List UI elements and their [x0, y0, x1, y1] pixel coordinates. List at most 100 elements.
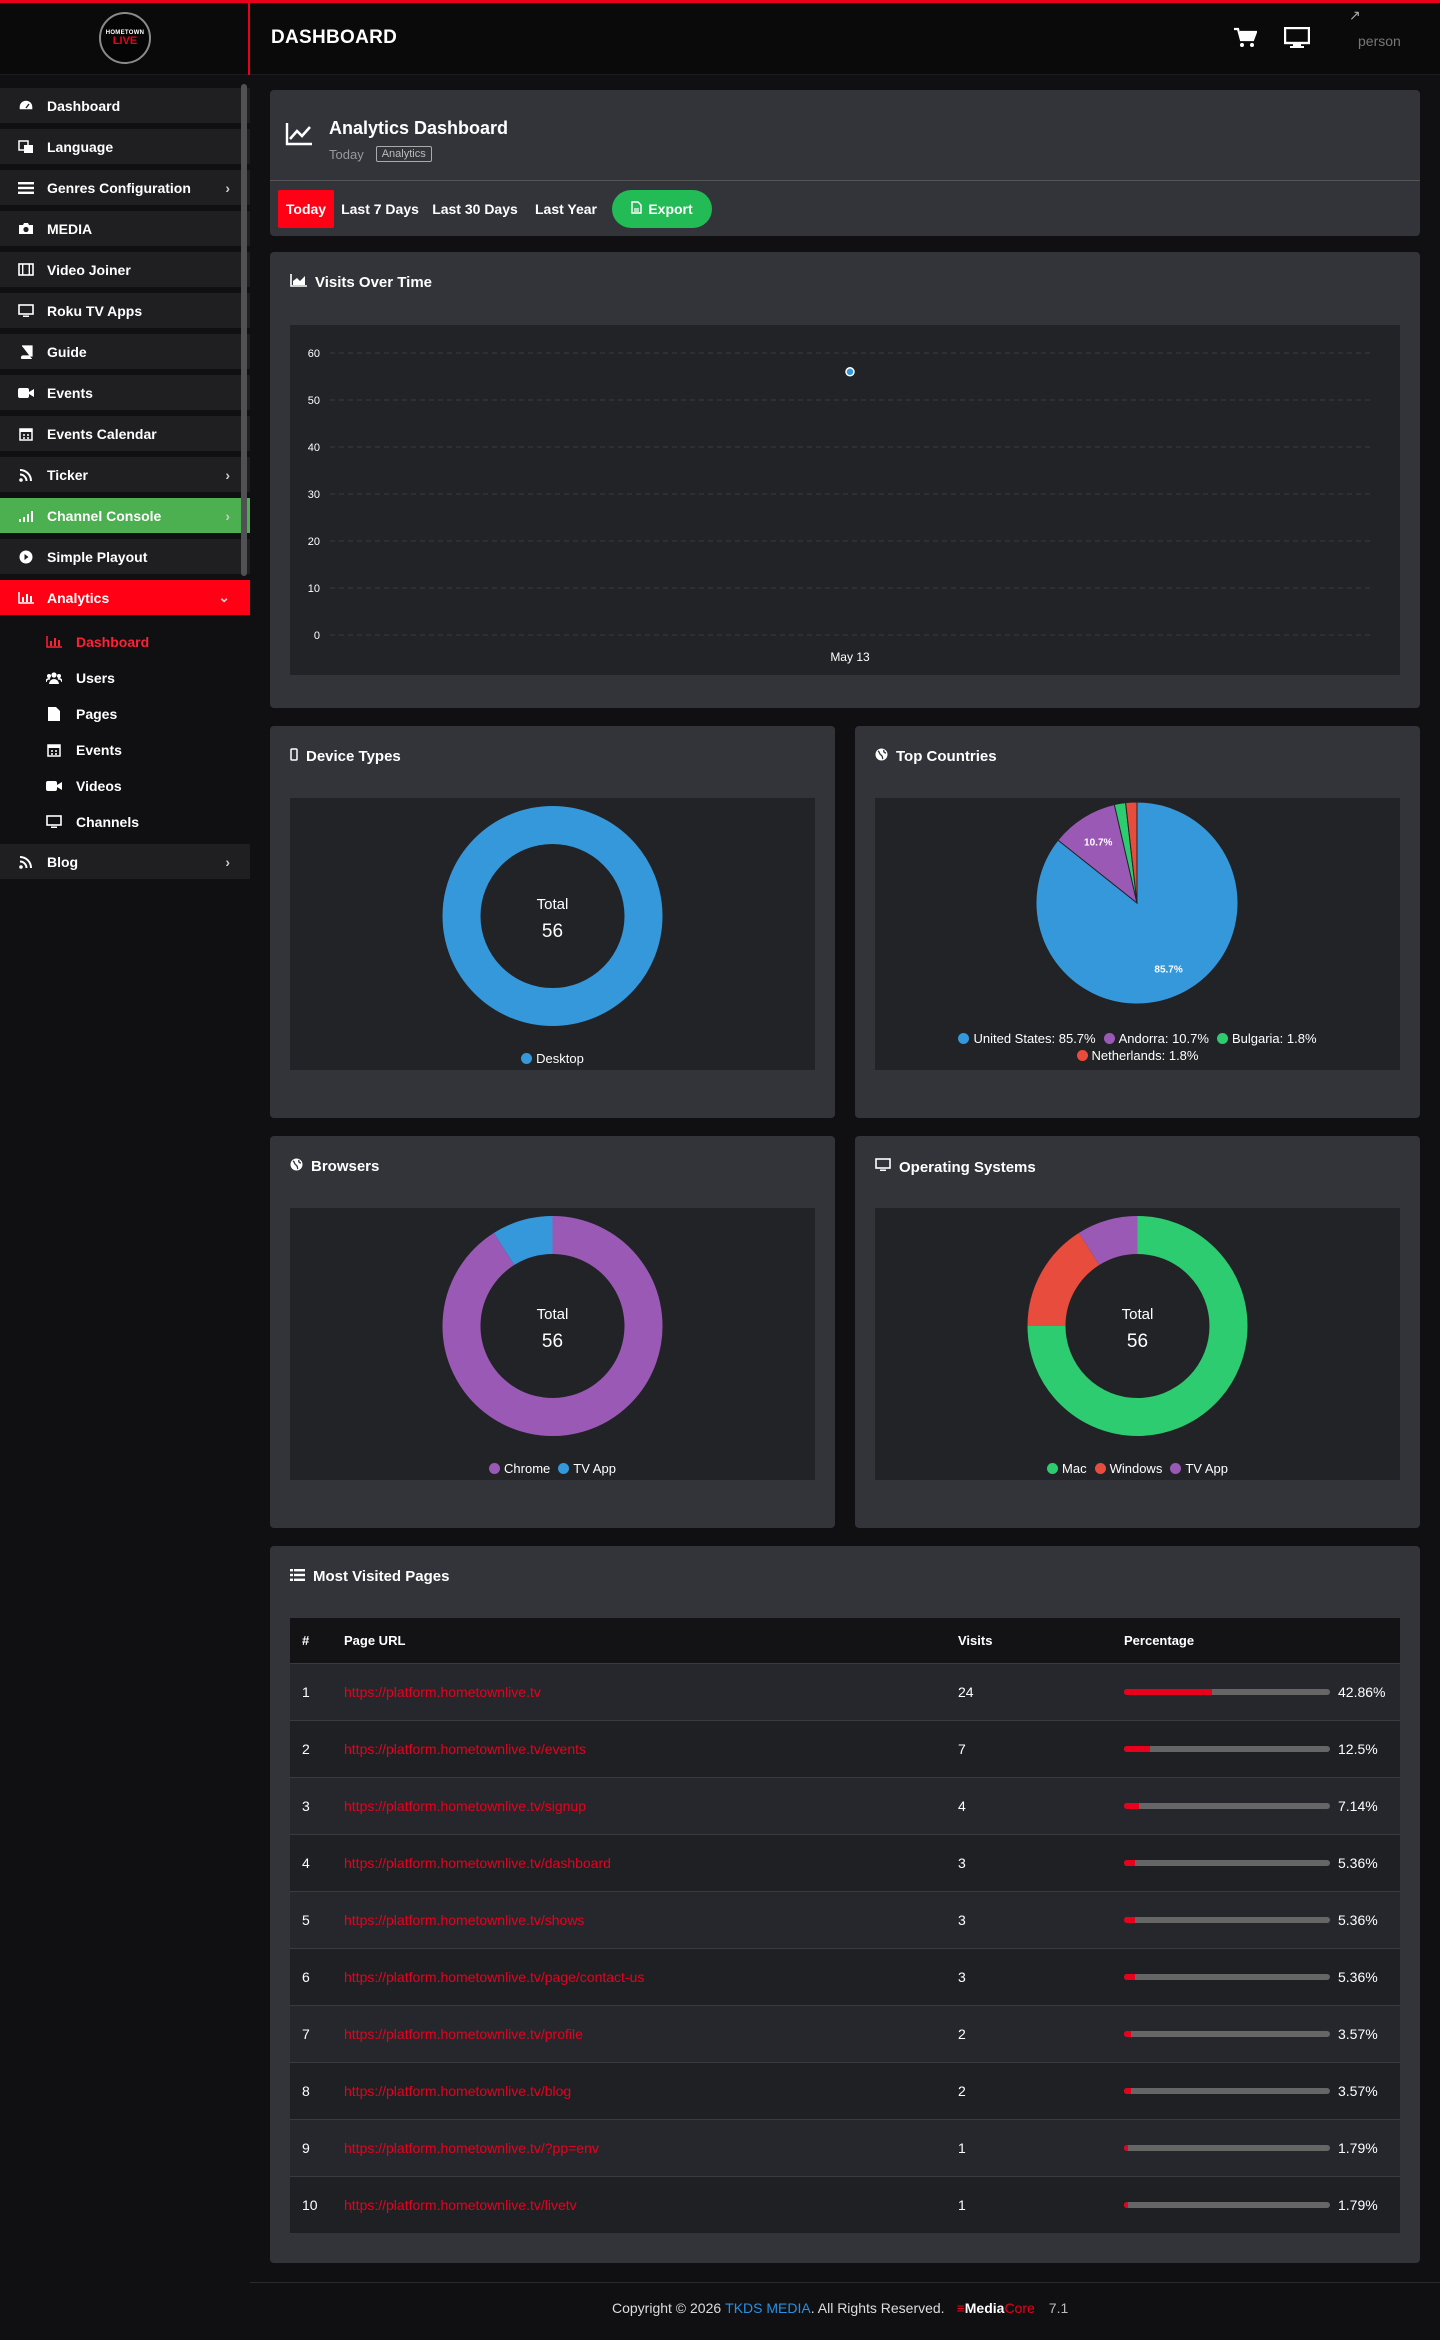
- table-row: 1 https://platform.hometownlive.tv 24 42.86…: [290, 1663, 1400, 1720]
- mediacore-logo: ≡MediaCore: [957, 2300, 1035, 2316]
- sidebar-item-ticker[interactable]: Ticker ›: [0, 457, 250, 495]
- legend-item[interactable]: TV App: [1170, 1461, 1228, 1476]
- sidebar-item-language[interactable]: Language: [0, 129, 250, 167]
- brand-logo[interactable]: HOMETOWN LIVE: [99, 12, 151, 64]
- sidebar-item-events[interactable]: Events: [0, 375, 250, 413]
- legend-dot: [521, 1053, 533, 1064]
- mediacore-logo-b: Core: [1004, 2300, 1035, 2316]
- legend-item[interactable]: TV App: [558, 1461, 616, 1476]
- sidebar-subitem-videos[interactable]: Videos: [46, 771, 122, 801]
- page-url-link[interactable]: https://platform.hometownlive.tv/shows: [344, 1912, 585, 1928]
- column-header[interactable]: Visits: [958, 1633, 993, 1648]
- device-types-donut: Total 56: [442, 806, 663, 1026]
- analytics-title: Analytics Dashboard: [329, 118, 509, 138]
- top-countries-title-text: Top Countries: [896, 748, 997, 765]
- sidebar-subitem-events[interactable]: Events: [46, 735, 122, 765]
- sidebar-item-label: Guide: [47, 343, 87, 360]
- y-tick-label: 40: [308, 442, 320, 454]
- row-number: 1: [302, 1684, 310, 1700]
- analytics-header-card: [270, 90, 1420, 236]
- sidebar-item-blog[interactable]: Blog ›: [0, 844, 250, 882]
- mediacore-mark-icon: ≡: [956, 2300, 965, 2316]
- visits-count: 3: [958, 1855, 966, 1871]
- sidebar-item-dashboard[interactable]: Dashboard: [0, 88, 250, 126]
- footer-company-link[interactable]: TKDS MEDIA: [725, 2300, 811, 2316]
- percentage-value: 12.5%: [1338, 1741, 1378, 1757]
- analytics-subtitle: Today: [329, 146, 364, 162]
- legend-item[interactable]: Netherlands: 1.8%: [1076, 1048, 1199, 1063]
- footer-copyright: Copyright © 2026: [612, 2300, 722, 2316]
- legend-item[interactable]: United States: 85.7%: [958, 1031, 1096, 1046]
- user-name[interactable]: person: [1358, 33, 1401, 49]
- page-url-link[interactable]: https://platform.hometownlive.tv: [344, 1684, 541, 1700]
- sidebar-item-label: Genres Configuration: [47, 179, 191, 196]
- row-number: 7: [302, 2026, 310, 2042]
- table-header: # Page URL Visits Percentage: [290, 1618, 1400, 1663]
- top-countries-card-title: Top Countries: [875, 748, 997, 765]
- range-last-30-days-button[interactable]: Last 30 Days: [432, 201, 518, 217]
- legend-dot: [1094, 1463, 1106, 1474]
- monitor-icon[interactable]: [1282, 23, 1312, 53]
- sidebar-subitem-dashboard[interactable]: Dashboard: [46, 627, 149, 657]
- legend-item[interactable]: Chrome: [489, 1461, 550, 1476]
- most-visited-title-text: Most Visited Pages: [313, 1568, 450, 1585]
- donut-center-value: 56: [542, 1331, 563, 1352]
- sidebar-item-guide[interactable]: Guide: [0, 334, 250, 372]
- visits-title-text: Visits Over Time: [315, 274, 433, 291]
- cart-icon[interactable]: [1230, 23, 1260, 53]
- legend-label: United States: 85.7%: [973, 1031, 1096, 1046]
- visits-count: 24: [958, 1684, 974, 1700]
- progress-bar: [1124, 1746, 1330, 1752]
- sidebar-item-media[interactable]: MEDIA: [0, 211, 250, 249]
- monitor-icon: [46, 815, 62, 829]
- sidebar-scrollbar[interactable]: [241, 84, 247, 576]
- user-avatar-broken-icon[interactable]: ↗: [1349, 7, 1361, 23]
- range-today-button[interactable]: Today: [278, 190, 334, 228]
- percentage-cell: 12.5%: [1124, 1741, 1400, 1757]
- table-row: 3 https://platform.hometownlive.tv/signup…: [290, 1777, 1400, 1834]
- page-url-link[interactable]: https://platform.hometownlive.tv/profile: [344, 2026, 583, 2042]
- page-url-link[interactable]: https://platform.hometownlive.tv/page/co…: [344, 1969, 645, 1985]
- dashboard-icon: [15, 98, 37, 113]
- page-url-link[interactable]: https://platform.hometownlive.tv/signup: [344, 1798, 587, 1814]
- sidebar-item-genres-configuration[interactable]: Genres Configuration ›: [0, 170, 250, 208]
- sidebar-subitem-pages[interactable]: Pages: [46, 699, 117, 729]
- page-url-link[interactable]: https://platform.hometownlive.tv/events: [344, 1741, 586, 1757]
- sidebar-subitem-users[interactable]: Users: [46, 663, 115, 693]
- sidebar-item-simple-playout[interactable]: Simple Playout: [0, 539, 250, 577]
- donut-segment: [442, 1216, 663, 1436]
- page-url-link[interactable]: https://platform.hometownlive.tv/livetv: [344, 2197, 577, 2213]
- sidebar-item-events-calendar[interactable]: Events Calendar: [0, 416, 250, 454]
- legend-item[interactable]: Andorra: 10.7%: [1103, 1031, 1209, 1046]
- most-visited-card-title: Most Visited Pages: [290, 1568, 449, 1585]
- legend-item[interactable]: Desktop: [521, 1051, 584, 1066]
- sidebar-item-analytics[interactable]: Analytics ⌄: [0, 580, 250, 618]
- legend-item[interactable]: Mac: [1047, 1461, 1087, 1476]
- range-last-7-days-button[interactable]: Last 7 Days: [341, 201, 419, 217]
- list-icon: [15, 181, 37, 194]
- sidebar-item-channel-console[interactable]: Channel Console ›: [0, 498, 250, 536]
- legend-item[interactable]: Bulgaria: 1.8%: [1216, 1031, 1317, 1046]
- donut-center-value: 56: [1127, 1331, 1148, 1352]
- percentage-cell: 3.57%: [1124, 2083, 1400, 2099]
- column-header[interactable]: Percentage: [1124, 1633, 1195, 1648]
- export-button[interactable]: Export: [612, 190, 712, 228]
- legend-label: Desktop: [536, 1051, 584, 1066]
- column-header[interactable]: Page URL: [344, 1633, 406, 1648]
- sidebar-subitem-channels[interactable]: Channels: [46, 807, 139, 837]
- footer-version: 7.1: [1048, 2300, 1069, 2316]
- column-header[interactable]: #: [302, 1633, 310, 1648]
- percentage-cell: 1.79%: [1124, 2197, 1400, 2213]
- legend-label: Netherlands: 1.8%: [1091, 1048, 1199, 1063]
- donut-segment: [1027, 1216, 1248, 1436]
- legend-item[interactable]: Windows: [1094, 1461, 1162, 1476]
- sidebar-item-roku-tv-apps[interactable]: Roku TV Apps: [0, 293, 250, 331]
- users-icon: [46, 672, 62, 684]
- sidebar-item-video-joiner[interactable]: Video Joiner: [0, 252, 250, 290]
- page-url-link[interactable]: https://platform.hometownlive.tv/blog: [344, 2083, 572, 2099]
- row-number: 8: [302, 2083, 310, 2099]
- page-url-link[interactable]: https://platform.hometownlive.tv/dashboa…: [344, 1855, 611, 1871]
- range-last-year-button[interactable]: Last Year: [534, 201, 597, 217]
- page-url-link[interactable]: https://platform.hometownlive.tv/?pp=env: [344, 2140, 599, 2156]
- row-number: 4: [302, 1855, 310, 1871]
